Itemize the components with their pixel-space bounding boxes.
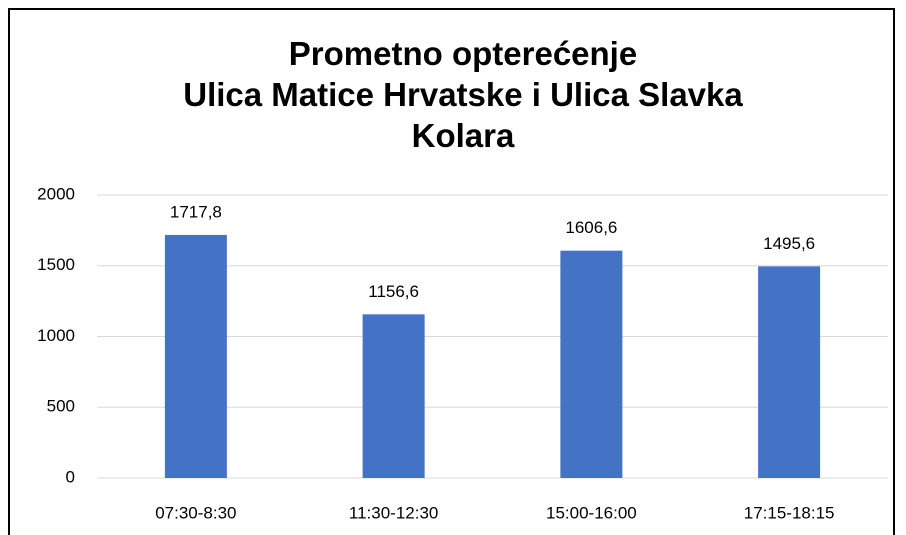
x-tick-label: 11:30-12:30 <box>349 503 438 522</box>
y-tick-label: 2000 <box>37 184 75 203</box>
data-label: 1495,6 <box>763 234 815 253</box>
y-tick-label: 500 <box>47 397 75 416</box>
bar <box>560 250 623 478</box>
bar <box>362 314 425 478</box>
bar <box>164 234 227 478</box>
x-tick-label: 17:15-18:15 <box>744 503 835 522</box>
data-label: 1606,6 <box>565 218 617 237</box>
data-label: 1156,6 <box>368 282 419 301</box>
chart-frame <box>8 8 895 535</box>
x-tick-label: 15:00-16:00 <box>546 503 637 522</box>
y-tick-label: 1000 <box>37 326 75 345</box>
y-tick-label: 1500 <box>37 255 75 274</box>
bar <box>758 266 821 478</box>
x-tick-label: 07:30-8:30 <box>155 503 236 522</box>
data-label: 1717,8 <box>170 202 222 221</box>
chart-title: Prometno opterećenje Ulica Matice Hrvats… <box>183 35 743 154</box>
y-tick-label: 0 <box>66 467 75 486</box>
